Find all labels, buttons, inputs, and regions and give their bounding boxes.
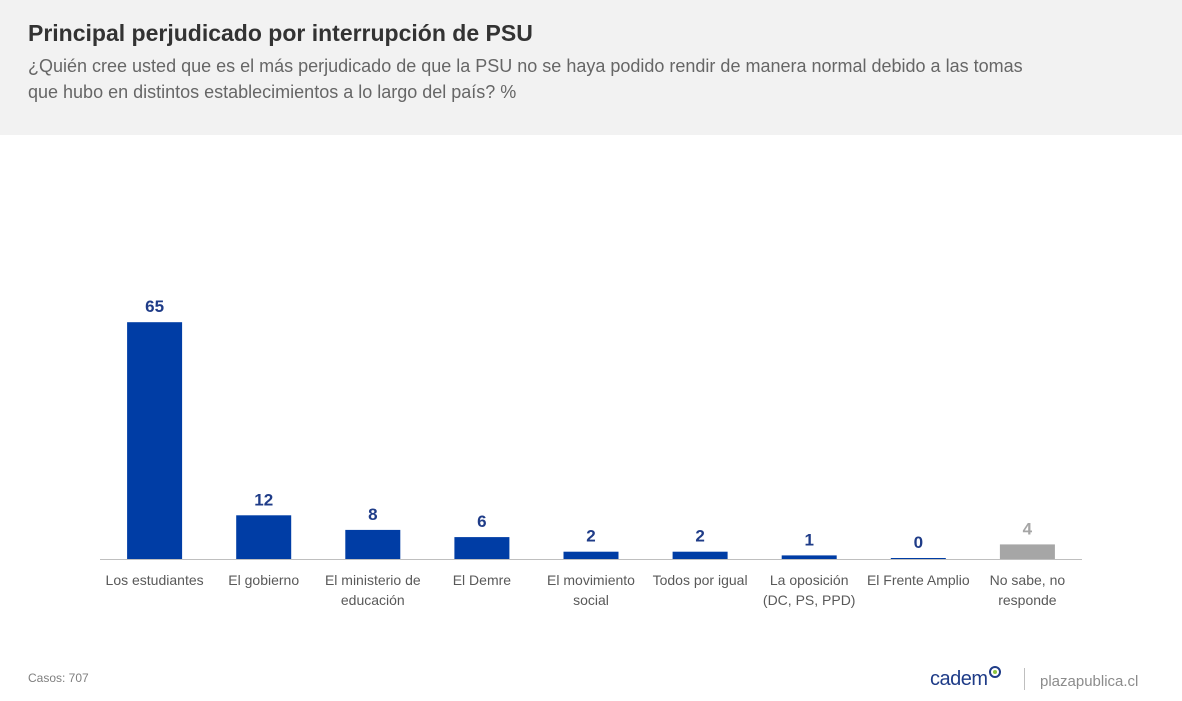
category-label-line: No sabe, no — [990, 572, 1066, 588]
bar — [236, 515, 292, 559]
category-label: Los estudiantes — [106, 572, 204, 588]
cadem-logo: cadem — [930, 666, 1001, 694]
bar — [890, 558, 946, 559]
data-label: 0 — [914, 533, 923, 552]
category-label-line: social — [573, 592, 609, 608]
bar — [563, 551, 619, 559]
data-label: 1 — [804, 530, 813, 549]
category-label: El ministerio de educación — [325, 572, 421, 608]
bar — [345, 529, 401, 559]
footer-divider — [1024, 668, 1025, 690]
bar — [999, 544, 1055, 559]
site-url: plazapublica.cl — [1040, 673, 1139, 690]
chart-title: Principal perjudicado por interrupción d… — [28, 20, 533, 46]
category-label: Todos por igual — [653, 572, 748, 588]
data-label: 2 — [586, 527, 595, 546]
header-band: Principal perjudicado por interrupción d… — [0, 0, 1182, 135]
category-label-line: El movimiento — [547, 572, 635, 588]
data-label: 65 — [145, 297, 164, 316]
bar — [672, 551, 728, 559]
category-label: El Demre — [453, 572, 512, 588]
cases-count: Casos: 707 — [28, 671, 89, 685]
chart-subtitle: ¿Quién cree usted que es el más perjudic… — [28, 56, 1023, 102]
category-label-line: El Demre — [453, 572, 512, 588]
category-label-line: El ministerio de — [325, 572, 421, 588]
brand-mark-icon — [988, 666, 1001, 678]
category-label: El movimiento social — [547, 572, 635, 608]
category-label-line: educación — [341, 592, 405, 608]
category-label-line: responde — [998, 592, 1057, 608]
data-label: 8 — [368, 505, 377, 524]
data-label: 12 — [254, 490, 273, 509]
bar — [781, 555, 837, 559]
data-label: 4 — [1023, 519, 1033, 538]
category-label-line: El gobierno — [228, 572, 299, 588]
bar — [454, 537, 510, 559]
category-label: El Frente Amplio — [867, 572, 970, 588]
category-label: El gobierno — [228, 572, 299, 588]
category-label: La oposición (DC, PS, PPD) — [763, 572, 856, 608]
data-label: 2 — [695, 527, 704, 546]
category-label: No sabe, no responde — [990, 572, 1066, 608]
category-label-line: El Frente Amplio — [867, 572, 970, 588]
category-label-line: La oposición — [770, 572, 849, 588]
category-label-line: Todos por igual — [653, 572, 748, 588]
bar — [127, 322, 183, 559]
category-label-line: Los estudiantes — [106, 572, 204, 588]
brand-name: cadem — [930, 668, 988, 690]
category-label-line: (DC, PS, PPD) — [763, 592, 856, 608]
data-label: 6 — [477, 512, 486, 531]
